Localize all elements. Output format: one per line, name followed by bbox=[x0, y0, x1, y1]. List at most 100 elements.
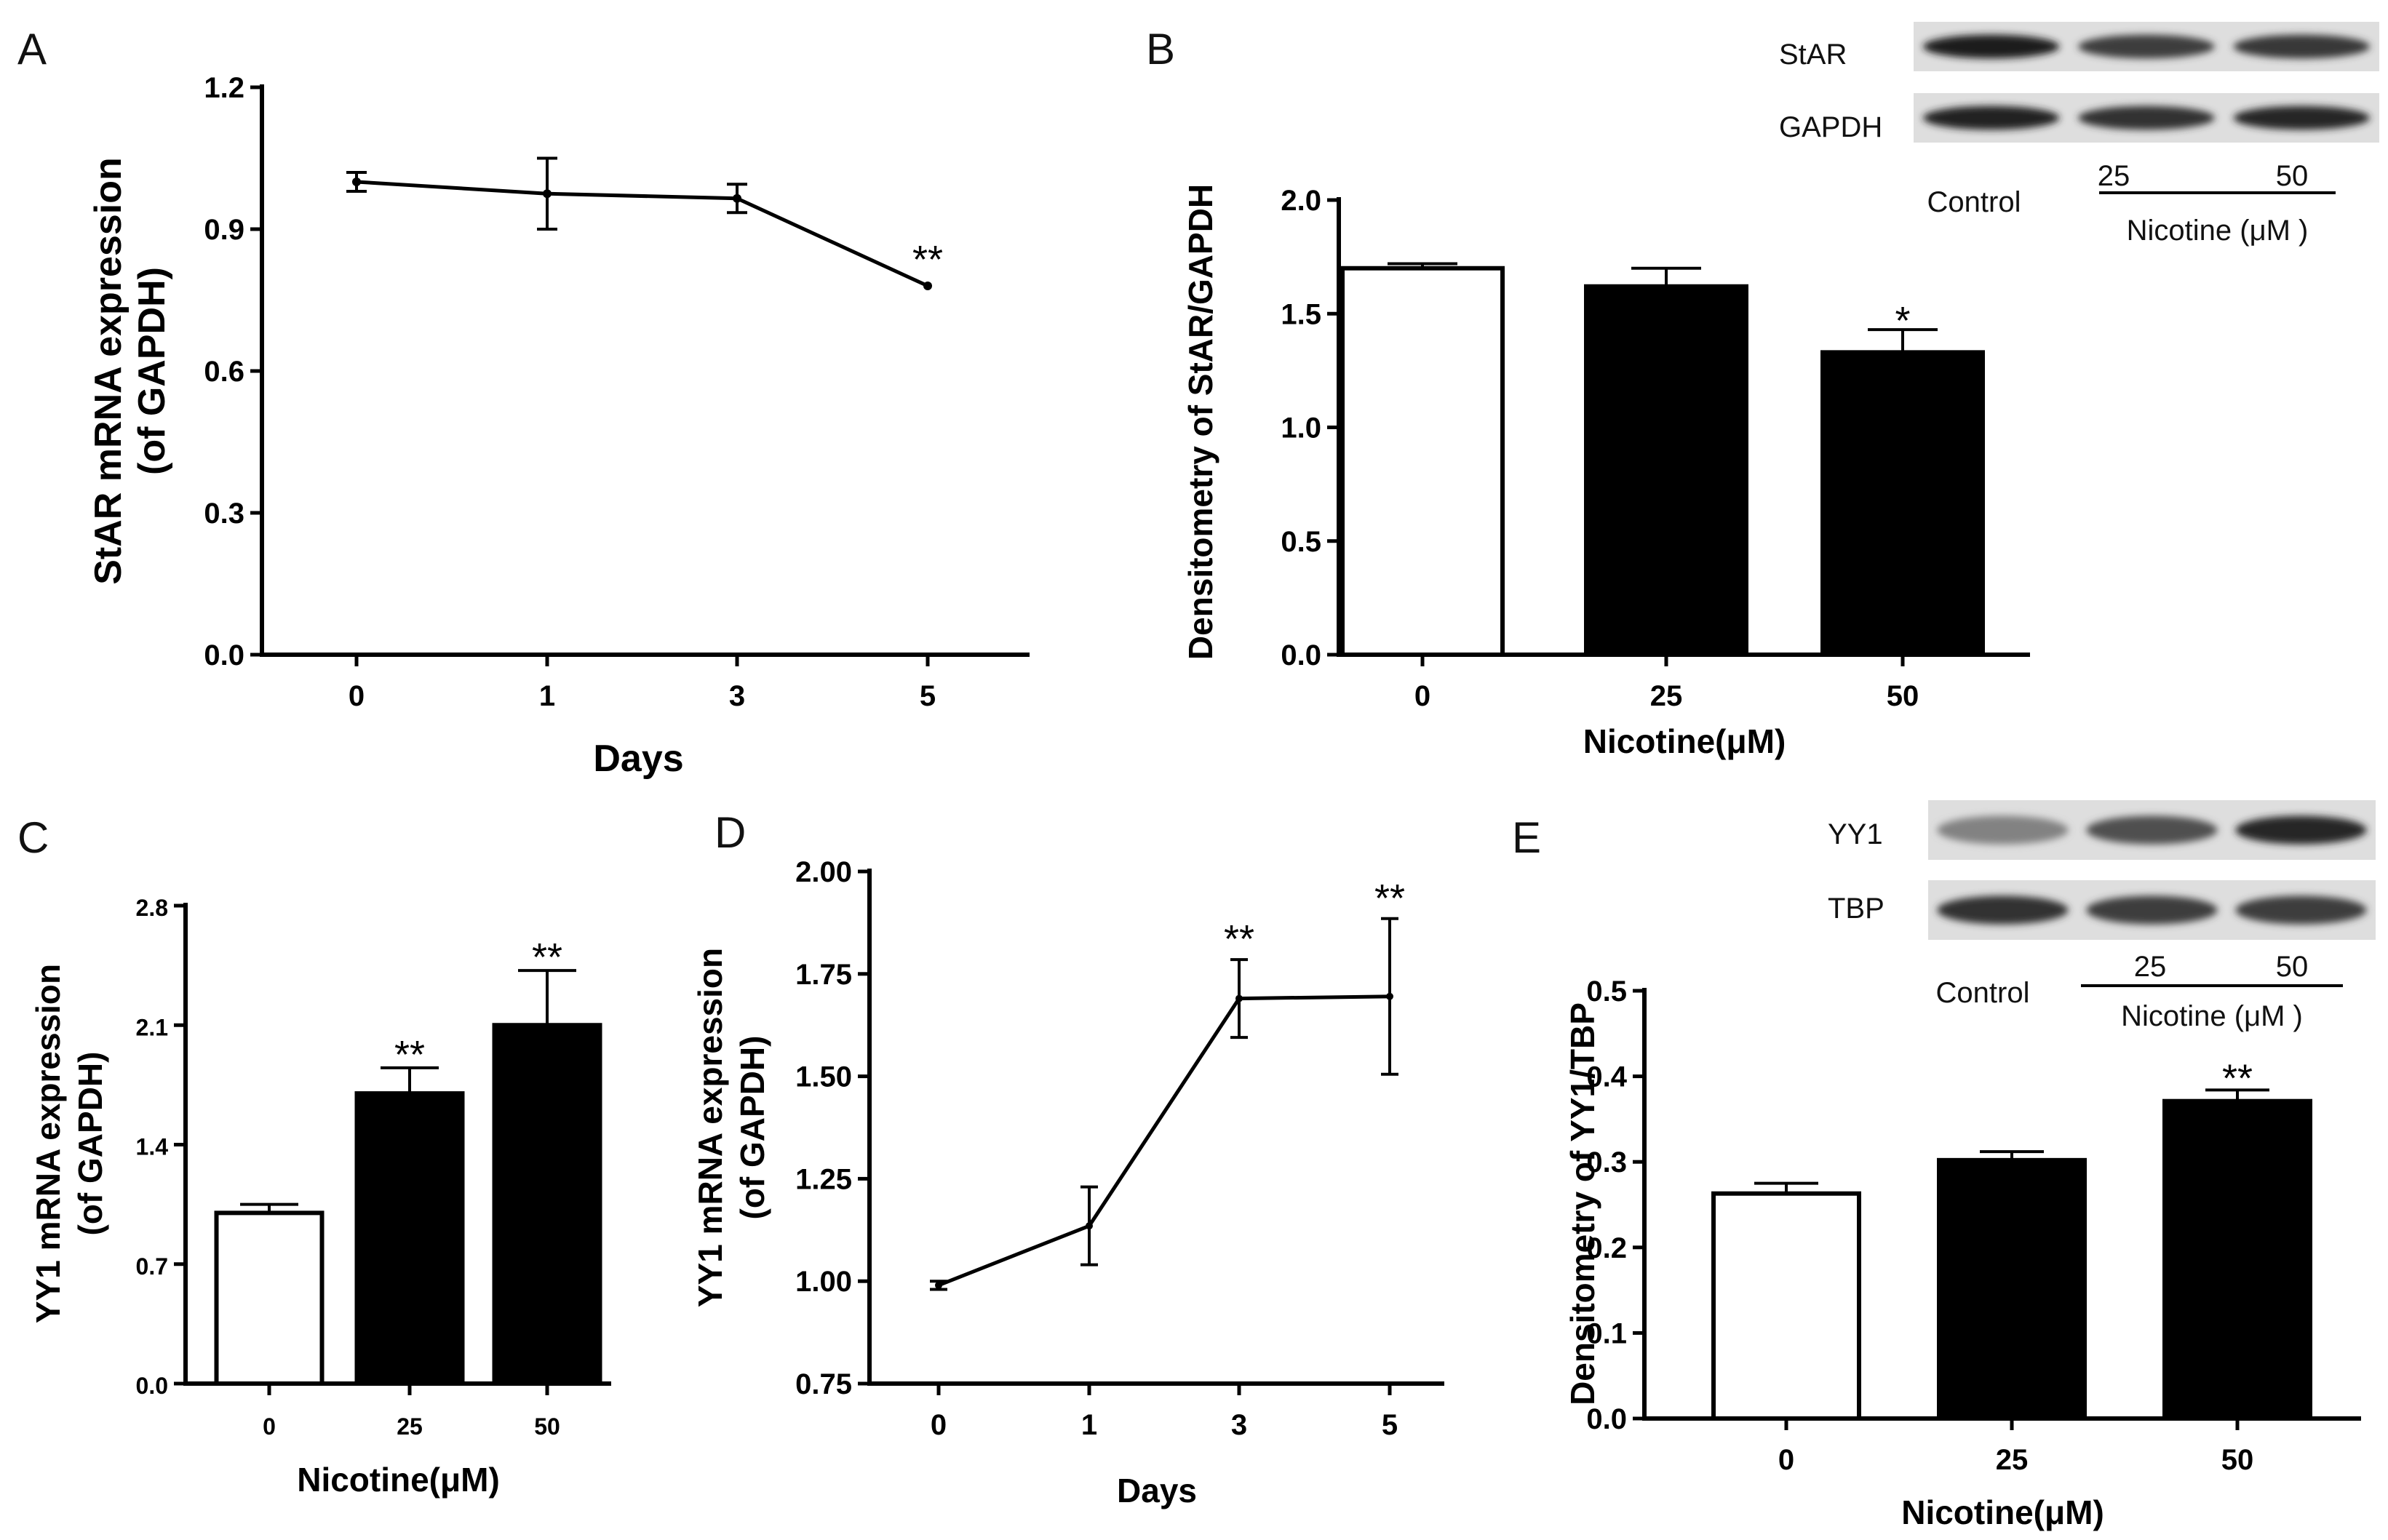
y-tick-label: 0.0 bbox=[1586, 1403, 1627, 1435]
y-axis-title: Densitometry of YY1/TBP bbox=[1564, 1002, 1601, 1405]
panel-b: B 0.0 0.5 1.0 1.5 2.0 0 25 50 * Densitometry of St… bbox=[1146, 25, 2030, 760]
x-tick-label: 50 bbox=[1887, 680, 1919, 712]
bar bbox=[1584, 284, 1748, 657]
bar bbox=[354, 1091, 465, 1387]
y-axis-title: YY1 mRNA expression bbox=[29, 964, 67, 1323]
bar bbox=[1711, 1191, 1861, 1421]
blot-band bbox=[1922, 34, 2060, 59]
x-tick-label: 0 bbox=[263, 1413, 276, 1440]
bar bbox=[2162, 1098, 2312, 1421]
data-point bbox=[1235, 994, 1243, 1002]
x-tick-label: 1 bbox=[539, 680, 555, 712]
panel-c: C 0.0 0.7 1.4 2.1 2.8 0 25 50 ** ** YY1 mRNA expres… bbox=[17, 813, 611, 1499]
y-tick-label: 1.75 bbox=[795, 959, 852, 991]
x-axis-title: Nicotine(μM) bbox=[1583, 722, 1786, 760]
blot-row-label: GAPDH bbox=[1779, 111, 1882, 143]
data-point bbox=[352, 177, 361, 186]
panel-letter: E bbox=[1512, 813, 1541, 862]
y-tick-label: 1.4 bbox=[136, 1134, 169, 1160]
data-point bbox=[543, 189, 552, 199]
data-point bbox=[1086, 1222, 1093, 1230]
data-point bbox=[1386, 992, 1393, 1000]
x-tick-label: 5 bbox=[920, 680, 936, 712]
treatment-label: Nicotine (μM ) bbox=[2121, 1000, 2303, 1032]
blot-lane-label: Control bbox=[1936, 977, 2030, 1009]
bar bbox=[1340, 266, 1505, 657]
blot-band bbox=[2235, 815, 2367, 845]
y-tick-label: 0.0 bbox=[136, 1373, 168, 1399]
y-tick-label: 0.5 bbox=[1281, 526, 1321, 558]
western-blot-b: StAR GAPDH Control 25 50 Nicotine (μM ) bbox=[1779, 22, 2379, 247]
x-tick-label: 50 bbox=[2221, 1444, 2254, 1476]
y-axis-title: (of GAPDH) bbox=[131, 267, 173, 475]
blot-band bbox=[2086, 815, 2218, 845]
blot-lane-label: 50 bbox=[2276, 951, 2309, 983]
blot-lane-label: 50 bbox=[2276, 160, 2309, 192]
blot-lane-label: Control bbox=[1927, 186, 2021, 218]
panel-a: A 0.0 0.3 0.6 0.9 1.2 0 1 3 5 ** StAR mRNA expressi… bbox=[17, 25, 1030, 780]
y-tick-label: 2.0 bbox=[1281, 185, 1321, 217]
blot-row-label: TBP bbox=[1828, 893, 1884, 925]
x-axis-title: Days bbox=[1117, 1472, 1197, 1509]
y-tick-label: 1.0 bbox=[1281, 412, 1321, 444]
data-point bbox=[733, 194, 741, 203]
bar bbox=[1937, 1157, 2087, 1421]
data-point bbox=[935, 1281, 942, 1289]
blot-band bbox=[2235, 895, 2367, 925]
blot-band bbox=[1922, 105, 2060, 130]
bar bbox=[492, 1023, 602, 1386]
y-tick-label: 1.00 bbox=[795, 1266, 852, 1298]
bar bbox=[214, 1210, 325, 1387]
x-tick-label: 1 bbox=[1081, 1409, 1097, 1441]
panel-letter: A bbox=[17, 25, 47, 73]
x-tick-label: 0 bbox=[349, 680, 365, 712]
significance-marker: ** bbox=[532, 935, 562, 979]
y-tick-label: 0.9 bbox=[204, 214, 244, 246]
y-tick-label: 0.5 bbox=[1586, 976, 1627, 1008]
significance-marker: * bbox=[1895, 299, 1910, 343]
x-tick-label: 25 bbox=[1996, 1444, 2029, 1476]
blot-band bbox=[2078, 34, 2215, 59]
treatment-label: Nicotine (μM ) bbox=[2127, 215, 2309, 247]
y-tick-label: 0.0 bbox=[1281, 639, 1321, 671]
x-axis-title: Nicotine(μM) bbox=[297, 1461, 500, 1499]
panel-letter: C bbox=[17, 813, 49, 862]
panel-letter: D bbox=[715, 808, 746, 857]
significance-marker: ** bbox=[1224, 917, 1254, 961]
y-tick-label: 0.7 bbox=[136, 1253, 168, 1280]
significance-marker: ** bbox=[1374, 877, 1405, 920]
panel-letter: B bbox=[1146, 25, 1175, 73]
y-axis-title: (of GAPDH) bbox=[71, 1052, 109, 1236]
y-tick-label: 0.6 bbox=[204, 356, 244, 388]
y-axis-title: (of GAPDH) bbox=[733, 1036, 771, 1220]
significance-marker: ** bbox=[394, 1033, 425, 1077]
blot-lane-label: 25 bbox=[2098, 160, 2130, 192]
significance-marker: ** bbox=[912, 238, 943, 282]
y-tick-label: 1.25 bbox=[795, 1163, 852, 1195]
y-axis-title: StAR mRNA expression bbox=[87, 157, 130, 585]
y-tick-label: 0.3 bbox=[204, 498, 244, 530]
x-tick-label: 0 bbox=[1778, 1444, 1794, 1476]
x-axis-title: Nicotine(μM) bbox=[1901, 1493, 2104, 1531]
blot-row-label: StAR bbox=[1779, 39, 1847, 71]
y-tick-label: 0.4 bbox=[1586, 1061, 1627, 1093]
y-tick-label: 0.75 bbox=[795, 1368, 852, 1400]
blot-row-label: YY1 bbox=[1828, 818, 1883, 850]
y-tick-label: 1.5 bbox=[1281, 298, 1321, 330]
y-tick-label: 0.1 bbox=[1586, 1317, 1627, 1349]
blot-band bbox=[2233, 34, 2371, 59]
y-tick-label: 2.1 bbox=[136, 1014, 168, 1040]
series-line bbox=[938, 994, 1390, 1288]
x-tick-label: 0 bbox=[931, 1409, 947, 1441]
blot-band bbox=[2086, 895, 2218, 925]
x-tick-label: 25 bbox=[1650, 680, 1683, 712]
x-tick-label: 0 bbox=[1414, 680, 1430, 712]
blot-lane-label: 25 bbox=[2134, 951, 2167, 983]
y-tick-label: 0.2 bbox=[1586, 1232, 1627, 1264]
y-tick-label: 0.0 bbox=[204, 639, 244, 671]
y-tick-label: 1.2 bbox=[204, 72, 244, 104]
panel-e: E 0.0 0.1 0.2 0.3 0.4 0.5 0 25 50 ** Densitometry o… bbox=[1512, 813, 2361, 1531]
blot-band bbox=[1937, 815, 2069, 845]
bar bbox=[1820, 350, 1985, 657]
